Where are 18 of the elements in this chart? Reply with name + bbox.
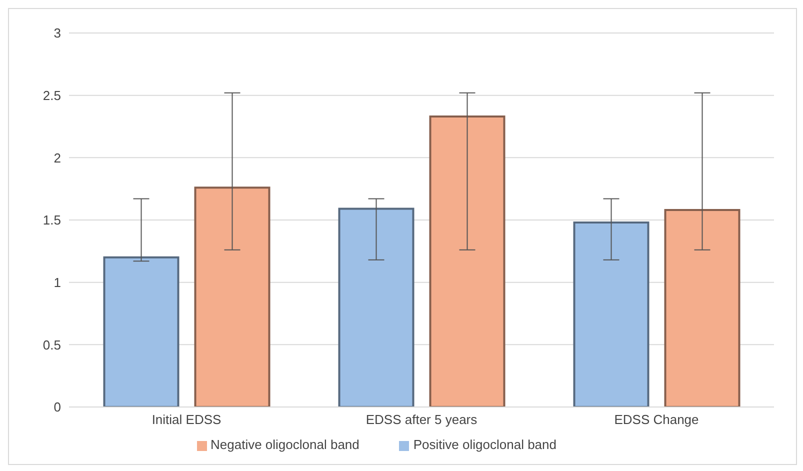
bar xyxy=(338,208,414,407)
y-tick-label: 2 xyxy=(54,150,61,166)
x-tick-label: EDSS Change xyxy=(614,412,699,428)
legend-label: Negative oligoclonal band xyxy=(210,437,360,452)
bar xyxy=(194,186,270,407)
y-tick-label: 1.5 xyxy=(42,212,61,228)
y-tick-label: 1 xyxy=(54,274,61,290)
x-tick-label: EDSS after 5 years xyxy=(366,412,478,428)
y-tick-label: 2.5 xyxy=(42,88,61,103)
bar xyxy=(103,256,180,407)
y-tick-label: 0 xyxy=(54,400,61,415)
bar xyxy=(664,209,740,407)
y-tick-label: 3 xyxy=(54,26,61,41)
legend-label: Positive oligoclonal band xyxy=(413,437,556,452)
bar xyxy=(429,116,506,407)
y-tick-label: 0.5 xyxy=(42,337,61,352)
bar xyxy=(573,221,650,407)
x-tick-label: Initial EDSS xyxy=(152,412,222,428)
